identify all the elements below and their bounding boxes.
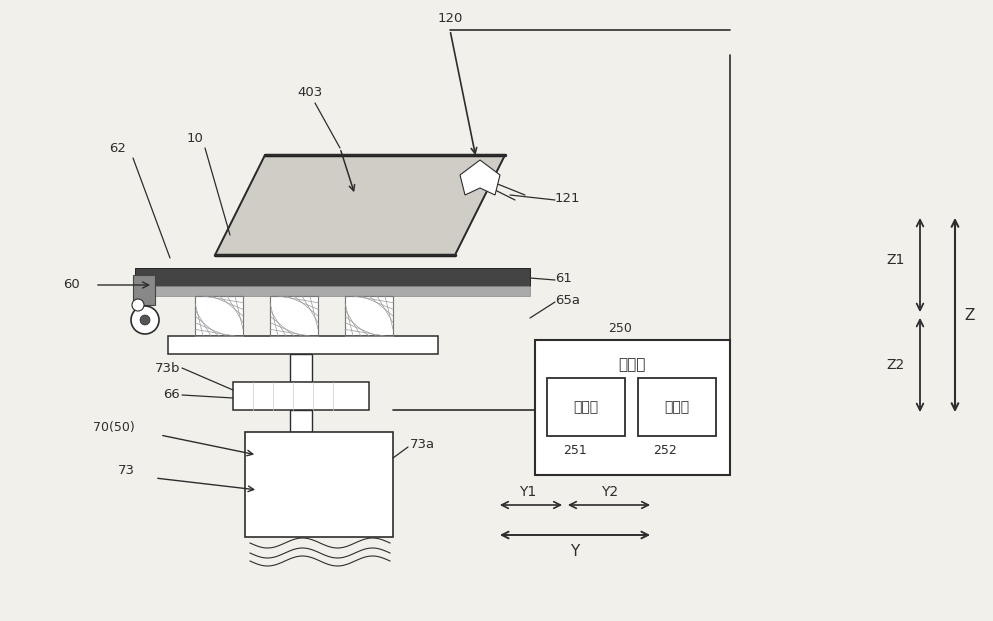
Text: Z2: Z2: [887, 358, 905, 372]
Bar: [195, 296, 243, 336]
Text: 62: 62: [109, 142, 126, 155]
Bar: [535, 340, 730, 475]
Text: Y2: Y2: [602, 485, 619, 499]
Text: 121: 121: [555, 191, 581, 204]
Text: 正压源: 正压源: [573, 400, 599, 414]
Polygon shape: [215, 155, 505, 255]
Text: 负压源: 负压源: [664, 400, 689, 414]
Text: Z: Z: [965, 307, 975, 322]
Text: 120: 120: [437, 12, 463, 24]
Polygon shape: [460, 160, 500, 195]
Bar: [290, 410, 312, 432]
Text: 252: 252: [653, 443, 677, 456]
Bar: [135, 268, 530, 286]
Bar: [270, 296, 318, 336]
Text: 65a: 65a: [555, 294, 580, 307]
Bar: [547, 378, 625, 436]
Bar: [290, 354, 312, 382]
Text: Z1: Z1: [887, 253, 905, 267]
Text: 73a: 73a: [410, 438, 435, 451]
Bar: [133, 275, 155, 305]
Text: 10: 10: [187, 132, 204, 145]
Bar: [638, 378, 716, 436]
Text: 60: 60: [64, 278, 80, 291]
Text: 73b: 73b: [155, 361, 180, 374]
Text: 61: 61: [555, 271, 572, 284]
Bar: [233, 382, 369, 410]
Bar: [168, 336, 438, 354]
Bar: [345, 296, 393, 336]
Circle shape: [140, 315, 150, 325]
Circle shape: [132, 299, 144, 311]
Bar: [135, 286, 530, 296]
Text: 73: 73: [118, 463, 135, 476]
Text: 403: 403: [297, 86, 323, 99]
Text: Y1: Y1: [519, 485, 536, 499]
Text: 251: 251: [563, 443, 587, 456]
Text: 66: 66: [163, 389, 180, 402]
Text: 70(50): 70(50): [93, 422, 135, 435]
Text: Y: Y: [570, 545, 580, 560]
Bar: [245, 432, 393, 537]
Text: 250: 250: [608, 322, 632, 335]
Circle shape: [131, 306, 159, 334]
Text: 气压源: 气压源: [619, 358, 645, 373]
